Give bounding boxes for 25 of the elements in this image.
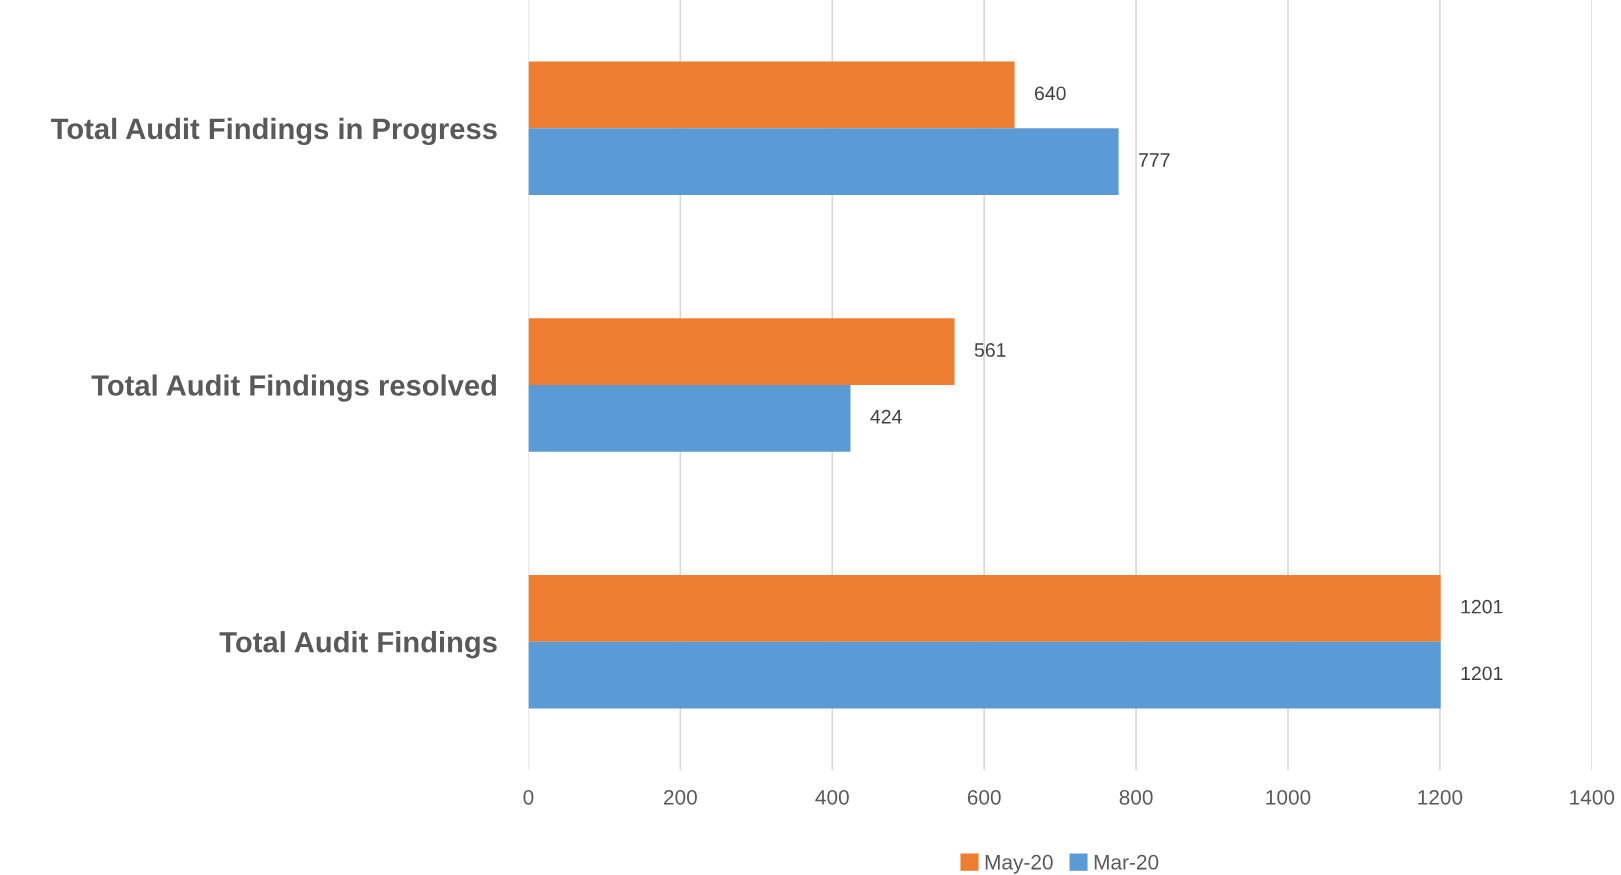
y-tick-label: Total Audit Findings in Progress [51,117,497,146]
y-tick-label: Total Audit Findings [219,631,497,659]
data-label: 640 [1034,86,1066,101]
data-label: 1201 [1461,599,1503,614]
bar [528,318,955,385]
x-tick-label: 0 [523,789,534,805]
x-tick-label: 400 [815,789,849,805]
x-tick-label: 800 [1119,789,1153,805]
data-label: 1201 [1461,666,1503,681]
x-tick-label: 1200 [1418,789,1463,805]
bar [528,641,1441,709]
y-tick-label: Total Audit Findings resolved [91,374,496,402]
data-label: 424 [870,409,902,424]
bar [528,385,851,452]
x-tick-label: 600 [967,789,1001,805]
bar [528,61,1015,129]
bar [528,574,1441,642]
x-tick-label: 200 [664,789,697,805]
bar [528,128,1119,196]
data-label: 561 [974,343,1006,357]
legend-label: Mar-20 [1094,854,1159,870]
x-tick-label: 1400 [1570,789,1615,805]
legend-label: May-20 [985,854,1053,874]
data-label: 777 [1139,153,1170,167]
x-tick-label: 1000 [1266,789,1311,805]
